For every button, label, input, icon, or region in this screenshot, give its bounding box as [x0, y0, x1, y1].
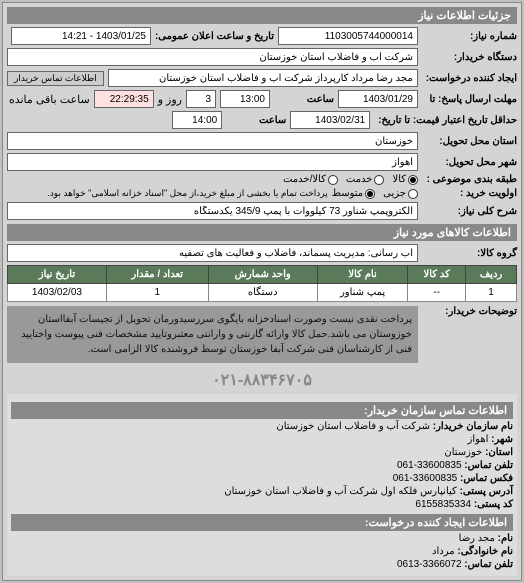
- rc-phone: 3366072-0613: [397, 559, 462, 570]
- validity-time-field: [172, 111, 222, 129]
- buyer-notes: پرداخت نقدی نیست وصورت اسنادخزانه بایگوی…: [7, 306, 418, 363]
- category-label: طبقه بندی موضوعی :: [422, 174, 517, 185]
- rc-family: مرداد: [432, 546, 455, 557]
- c-address: کیانپارس فلکه اول شرکت آب و فاضلاب استان…: [224, 486, 457, 497]
- cell-unit: دستگاه: [208, 284, 317, 302]
- time-label-2: ساعت: [226, 115, 286, 126]
- panel-title: جزئیات اطلاعات نیاز: [7, 7, 517, 24]
- c-phone: 33600835-061: [397, 460, 462, 471]
- validity-date-field: [290, 111, 370, 129]
- c-city: اهواز: [468, 434, 489, 445]
- province-field: [7, 132, 418, 150]
- priority-label: اولویت خرید :: [422, 188, 517, 199]
- c-fax-label: فکس تماس:: [460, 473, 513, 484]
- radio-service[interactable]: [374, 175, 384, 185]
- c-city-label: شهر:: [491, 434, 513, 445]
- need-title-field: [7, 202, 418, 220]
- cell-date: 1403/02/03: [8, 284, 107, 302]
- radio-both[interactable]: [328, 175, 338, 185]
- creator-field: [108, 69, 418, 87]
- rc-phone-label: تلفن تماس:: [464, 559, 513, 570]
- col-code: کد کالا: [408, 266, 466, 284]
- cell-name: پمپ شناور: [317, 284, 408, 302]
- goods-table: ردیف کد کالا نام کالا واحد شمارش تعداد /…: [7, 265, 517, 302]
- req-creator-header: اطلاعات ایجاد کننده درخواست:: [11, 514, 513, 531]
- remaining-days-field: [186, 90, 216, 108]
- cat-service-label: خدمت: [346, 174, 373, 185]
- c-address-label: آدرس پستی:: [460, 486, 513, 497]
- cat-both-label: کالا/خدمت: [283, 174, 326, 185]
- col-row: ردیف: [466, 266, 517, 284]
- c-postal-label: کد پستی:: [474, 499, 513, 510]
- priority-radio-group: جزیی متوسط: [332, 188, 418, 199]
- province-label: استان محل تحویل:: [422, 136, 517, 147]
- radio-partial[interactable]: [408, 189, 418, 199]
- deadline-label: مهلت ارسال پاسخ: تا: [422, 94, 517, 105]
- rc-name: مجد رضا: [459, 533, 495, 544]
- category-radio-group: کالا خدمت کالا/خدمت: [283, 174, 418, 185]
- radio-all[interactable]: [408, 175, 418, 185]
- pri-partial-label: جزیی: [383, 188, 406, 199]
- city-label: شهر محل تحویل:: [422, 157, 517, 168]
- cell-idx: 1: [466, 284, 517, 302]
- col-qty: تعداد / مقدار: [106, 266, 208, 284]
- phone-big: ۰۲۱-۸۸۳۴۶۷۰۵: [7, 366, 517, 394]
- contact-header: اطلاعات تماس سازمان خریدار:: [11, 402, 513, 419]
- validity-label: حداقل تاریخ اعتبار قیمت: تا تاریخ:: [374, 115, 517, 126]
- radio-medium[interactable]: [365, 189, 375, 199]
- c-postal: 6155835334: [415, 499, 471, 510]
- c-province: خوزستان: [444, 447, 482, 458]
- rc-family-label: نام خانوادگی:: [457, 546, 513, 557]
- cat-all-label: کالا: [392, 174, 406, 185]
- col-name: نام کالا: [317, 266, 408, 284]
- buyer-notes-label: توضیحات خریدار:: [422, 306, 517, 317]
- request-number-field: [278, 27, 418, 45]
- request-number-label: شماره نیاز:: [422, 31, 517, 42]
- c-fax: 33600835-061: [393, 473, 458, 484]
- cell-code: --: [408, 284, 466, 302]
- need-title-label: شرح کلی نیاز:: [422, 206, 517, 217]
- remaining-label: ساعت باقی مانده: [9, 93, 90, 106]
- group-label: گروه کالا:: [422, 248, 517, 259]
- announce-label: تاریخ و ساعت اعلان عمومی:: [155, 31, 274, 42]
- c-province-label: استان:: [485, 447, 513, 458]
- group-field: [7, 244, 418, 262]
- remaining-days-label: روز و: [158, 93, 182, 106]
- org-name: شرکت آب و فاضلاب استان خوزستان: [276, 421, 430, 432]
- c-phone-label: تلفن تماس:: [464, 460, 513, 471]
- contact-buyer-button[interactable]: اطلاعات تماس خریدار: [7, 71, 104, 86]
- remaining-time-field: [94, 90, 154, 108]
- announce-field: [11, 27, 151, 45]
- buyer-org-label: دستگاه خریدار:: [422, 52, 517, 63]
- buyer-org-field: [7, 48, 418, 66]
- city-field: [7, 153, 418, 171]
- deadline-time-field: [220, 90, 270, 108]
- goods-header: اطلاعات کالاهای مورد نیاز: [7, 224, 517, 241]
- table-row: 1 -- پمپ شناور دستگاه 1 1403/02/03: [8, 284, 517, 302]
- col-date: تاریخ نیاز: [8, 266, 107, 284]
- creator-label: ایجاد کننده درخواست:: [422, 73, 517, 84]
- deadline-date-field: [338, 90, 418, 108]
- cell-qty: 1: [106, 284, 208, 302]
- priority-note: پرداخت تمام یا بخشی از مبلغ خرید،از محل …: [47, 188, 327, 199]
- col-unit: واحد شمارش: [208, 266, 317, 284]
- time-label-1: ساعت: [274, 94, 334, 105]
- pri-medium-label: متوسط: [332, 188, 363, 199]
- rc-name-label: نام:: [498, 533, 513, 544]
- org-name-label: نام سازمان خریدار:: [433, 421, 513, 432]
